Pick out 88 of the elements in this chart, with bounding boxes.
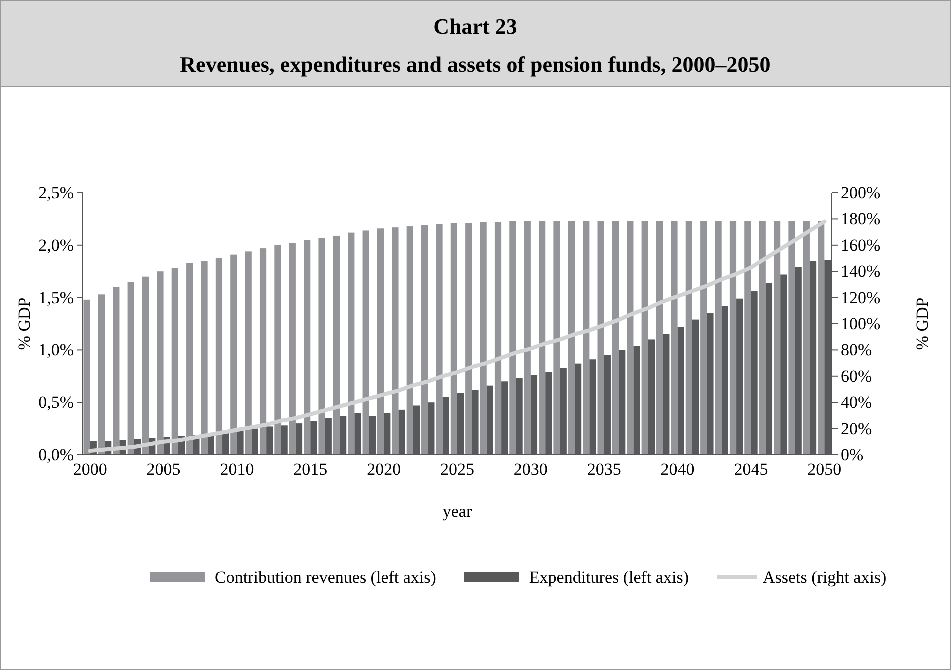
bar [348,232,355,455]
bar [84,300,90,455]
y2-axis-title: % GDP [913,298,932,350]
bar [172,268,178,455]
y-tick-label: 0,0% [38,445,74,464]
x-tick-label: 2020 [367,460,402,480]
bar [362,230,370,455]
bar [422,225,428,455]
bar [730,221,737,455]
x-tick-label: 2035 [587,460,622,480]
y-tick-label: 0,5% [38,393,74,412]
x-tick-label: 2030 [514,460,548,480]
bar [304,240,311,455]
bar [289,243,296,455]
bar [774,221,781,455]
y-axis-title: % GDP [15,298,34,350]
bar [377,228,384,455]
bar [436,224,443,455]
legend-label: Assets (right axis) [762,568,887,587]
line-series [88,220,827,454]
bar [744,221,752,455]
y2-tick-label: 0% [841,445,864,464]
bar [803,221,810,455]
y-tick-label: 2,0% [38,236,74,255]
y2-tick-label: 160% [841,236,881,255]
chart-subtitle: Revenues, expenditures and assets of pension funds, 2000–2050 [180,52,771,77]
legend-label: Contribution revenues (left axis) [215,568,436,587]
bar [480,222,487,455]
y2-tick-label: 20% [841,419,872,438]
bar [406,226,414,455]
x-tick-label: 2025 [440,460,474,480]
y2-tick-label: 200% [841,183,881,202]
bar [450,223,458,455]
bar [128,282,134,455]
bar [524,221,531,455]
y2-tick-label: 100% [841,314,881,334]
x-tick-label: 2000 [73,460,108,480]
bar [686,221,692,455]
bar [627,221,634,455]
bar [539,221,546,455]
bar [98,294,106,455]
x-tick-label: 2015 [294,460,328,480]
bar [260,248,267,455]
bar [818,221,825,455]
y-tick-label: 1,5% [38,288,74,308]
bar [142,276,150,455]
bar [318,238,326,455]
x-tick-label: 2040 [660,460,695,480]
bar [245,252,252,455]
bar [392,228,399,455]
bar [186,263,194,455]
bar [466,223,472,455]
chart-title: Chart 23 [434,14,518,39]
bar [157,272,164,455]
bar [642,221,648,455]
bar [598,221,604,455]
y2-tick-label: 120% [841,288,881,308]
x-tick-label: 2045 [734,460,768,480]
bar [671,221,678,455]
bar [554,221,560,455]
y-tick-label: 2,5% [38,183,74,202]
legend-label: Expenditures (left axis) [529,568,689,587]
bar [230,254,238,455]
bar [715,221,722,455]
y2-tick-label: 80% [841,340,872,360]
x-axis-title: year [442,502,472,521]
bar [759,221,766,455]
y2-tick-label: 60% [841,366,872,386]
x-tick-label: 2010 [220,460,254,480]
bar [583,221,590,455]
bar [113,287,120,455]
bar [510,221,516,455]
bar [700,221,708,455]
bar [333,236,340,455]
y2-tick-label: 40% [841,393,872,412]
bar [568,221,575,455]
bar [216,258,223,455]
bar [788,221,796,455]
bar [612,221,620,455]
bar [656,221,664,455]
x-tick-label: 2050 [808,460,842,480]
y2-tick-label: 140% [841,262,881,282]
bar [201,261,208,455]
y2-tick-label: 180% [841,210,881,229]
bar [494,222,502,455]
x-tick-label: 2005 [146,460,181,480]
y-tick-label: 1,0% [38,340,74,360]
bar [274,245,282,455]
